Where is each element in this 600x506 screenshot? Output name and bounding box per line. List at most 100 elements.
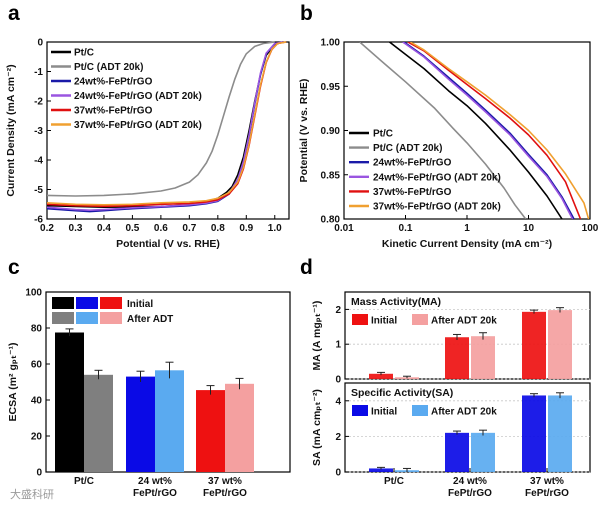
legend-label: Pt/C bbox=[373, 129, 393, 140]
y-tick-label: 2 bbox=[335, 432, 341, 443]
x-tick-label: 0.3 bbox=[69, 223, 83, 234]
bar bbox=[84, 374, 113, 472]
x-tick-label: 1.0 bbox=[268, 223, 282, 234]
legend-label: 37wt%-FePt/rGO bbox=[74, 106, 153, 117]
y-tick-label: 0 bbox=[36, 468, 42, 479]
legend-swatch bbox=[76, 312, 98, 324]
y-axis-label: Current Density (mA cm⁻²) bbox=[5, 64, 17, 196]
bar bbox=[126, 376, 155, 472]
specific-activity-subplot: 0 2 4 Specific Activity(SA) SA (mA cmₚₜ⁻²) In… bbox=[311, 382, 591, 499]
x-tick-label: 0.6 bbox=[154, 223, 168, 234]
bar bbox=[225, 383, 254, 472]
x-tick-label: Pt/C bbox=[74, 476, 94, 487]
x-tick-label: 0.1 bbox=[399, 223, 413, 234]
panel-label-b: b bbox=[300, 2, 313, 25]
legend-label: Initial bbox=[371, 407, 397, 418]
legend-label: 37wt%-FePt/rGO (ADT 20k) bbox=[74, 120, 202, 131]
x-tick-label: 0.7 bbox=[182, 223, 196, 234]
y-tick-label: -6 bbox=[34, 215, 43, 226]
legend-swatch bbox=[100, 297, 122, 309]
x-tick-label: 0.8 bbox=[211, 223, 225, 234]
series-line bbox=[403, 42, 575, 219]
bar bbox=[471, 336, 495, 379]
y-tick-label: 4 bbox=[335, 396, 341, 407]
x-axis-label: Potential (V vs. RHE) bbox=[116, 238, 220, 250]
series-line bbox=[407, 42, 582, 219]
legend-label: 24wt%-FePt/rGO (ADT 20k) bbox=[373, 172, 501, 183]
series-group bbox=[359, 42, 590, 219]
legend-label: Pt/C (ADT 20k) bbox=[373, 143, 442, 154]
x-tick-label: FePt/rGO bbox=[525, 488, 569, 499]
y-tick-label: 1.00 bbox=[321, 38, 341, 49]
y-tick-label: 80 bbox=[31, 324, 43, 335]
y-tick-label: 0.90 bbox=[321, 126, 341, 137]
x-tick-label: 10 bbox=[523, 223, 535, 234]
legend-swatch bbox=[52, 312, 74, 324]
legend-label: Pt/C bbox=[74, 48, 94, 59]
y-tick-label: 2 bbox=[335, 305, 341, 316]
bar bbox=[548, 395, 572, 472]
y-tick-label: 20 bbox=[31, 432, 43, 443]
panel-d: 0 1 2 Mass Activity(MA) MA (A mgₚₜ⁻¹) Initial… bbox=[311, 291, 591, 499]
x-tick-label: 0.01 bbox=[334, 223, 354, 234]
panel-label-a: a bbox=[8, 2, 20, 25]
panel-b: 0.01 0.1 1 10 100 1.00 0.95 0.90 0.85 0.80 Kinetic… bbox=[298, 38, 599, 251]
x-tick-label: FePt/rGO bbox=[133, 488, 177, 499]
legend-label: 37wt%-FePt/rGO bbox=[373, 187, 452, 198]
bar bbox=[155, 370, 184, 472]
bar bbox=[369, 468, 393, 472]
legend-label: 24wt%-FePt/rGO bbox=[74, 77, 153, 88]
x-tick-label: FePt/rGO bbox=[203, 488, 247, 499]
bar bbox=[522, 395, 546, 472]
y-tick-label: 1 bbox=[335, 340, 341, 351]
x-tick-label: 0.5 bbox=[125, 223, 139, 234]
legend-swatch bbox=[352, 314, 368, 325]
y-axis-label: ECSA (m² gₚₜ⁻¹) bbox=[7, 343, 19, 422]
legend-swatch bbox=[352, 405, 368, 416]
x-tick-label: 100 bbox=[582, 223, 599, 234]
y-tick-label: 0 bbox=[37, 38, 43, 49]
y-tick-label: 60 bbox=[31, 360, 43, 371]
panel-label-d: d bbox=[300, 256, 313, 279]
bar bbox=[471, 432, 495, 472]
series-line bbox=[46, 41, 287, 206]
y-axis-label: Potential (V vs. RHE) bbox=[298, 79, 310, 183]
legend-label: 37wt%-FePt/rGO (ADT 20k) bbox=[373, 202, 501, 213]
y-tick-label: -4 bbox=[34, 156, 43, 167]
y-axis-label: MA (A mgₚₜ⁻¹) bbox=[311, 301, 323, 371]
series-line bbox=[402, 42, 574, 219]
legend-label: 24wt%-FePt/rGO bbox=[373, 158, 452, 169]
y-tick-label: 0 bbox=[335, 375, 341, 386]
legend-label: Initial bbox=[371, 316, 397, 327]
x-tick-label: 1 bbox=[464, 223, 470, 234]
panel-a: 0.2 0.3 0.4 0.5 0.6 0.7 0.8 0.9 1.0 0 -1 -2 -3 -4 -5 -6… bbox=[5, 38, 290, 250]
y-tick-label: 100 bbox=[25, 288, 42, 299]
bar bbox=[196, 390, 225, 472]
legend-swatch bbox=[100, 312, 122, 324]
x-tick-label: Pt/C bbox=[384, 476, 404, 487]
x-tick-label: 24 wt% bbox=[453, 476, 487, 487]
x-tick-label: 0.4 bbox=[97, 223, 111, 234]
legend-swatch bbox=[412, 405, 428, 416]
bar bbox=[445, 432, 469, 472]
bar bbox=[522, 311, 546, 379]
legend-label: Pt/C (ADT 20k) bbox=[74, 62, 143, 73]
series-line bbox=[359, 42, 527, 219]
y-tick-label: 0 bbox=[335, 468, 341, 479]
legend-label: After ADT bbox=[127, 314, 173, 325]
y-tick-label: 0.95 bbox=[321, 82, 341, 93]
x-tick-label: 37 wt% bbox=[530, 476, 564, 487]
x-tick-label: 37 wt% bbox=[208, 476, 242, 487]
y-tick-label: -3 bbox=[34, 126, 43, 137]
y-axis-label: SA (mA cmₚₜ⁻²) bbox=[311, 389, 323, 466]
x-tick-label: 0.9 bbox=[239, 223, 253, 234]
legend-label: Initial bbox=[127, 299, 153, 310]
legend-swatch bbox=[76, 297, 98, 309]
series-line bbox=[409, 42, 590, 219]
panel-label-c: c bbox=[8, 256, 20, 279]
legend-label: 24wt%-FePt/rGO (ADT 20k) bbox=[74, 91, 202, 102]
mass-activity-subplot: 0 1 2 Mass Activity(MA) MA (A mgₚₜ⁻¹) Initial… bbox=[311, 291, 591, 386]
y-tick-label: -2 bbox=[34, 97, 43, 108]
series-line bbox=[46, 41, 275, 197]
